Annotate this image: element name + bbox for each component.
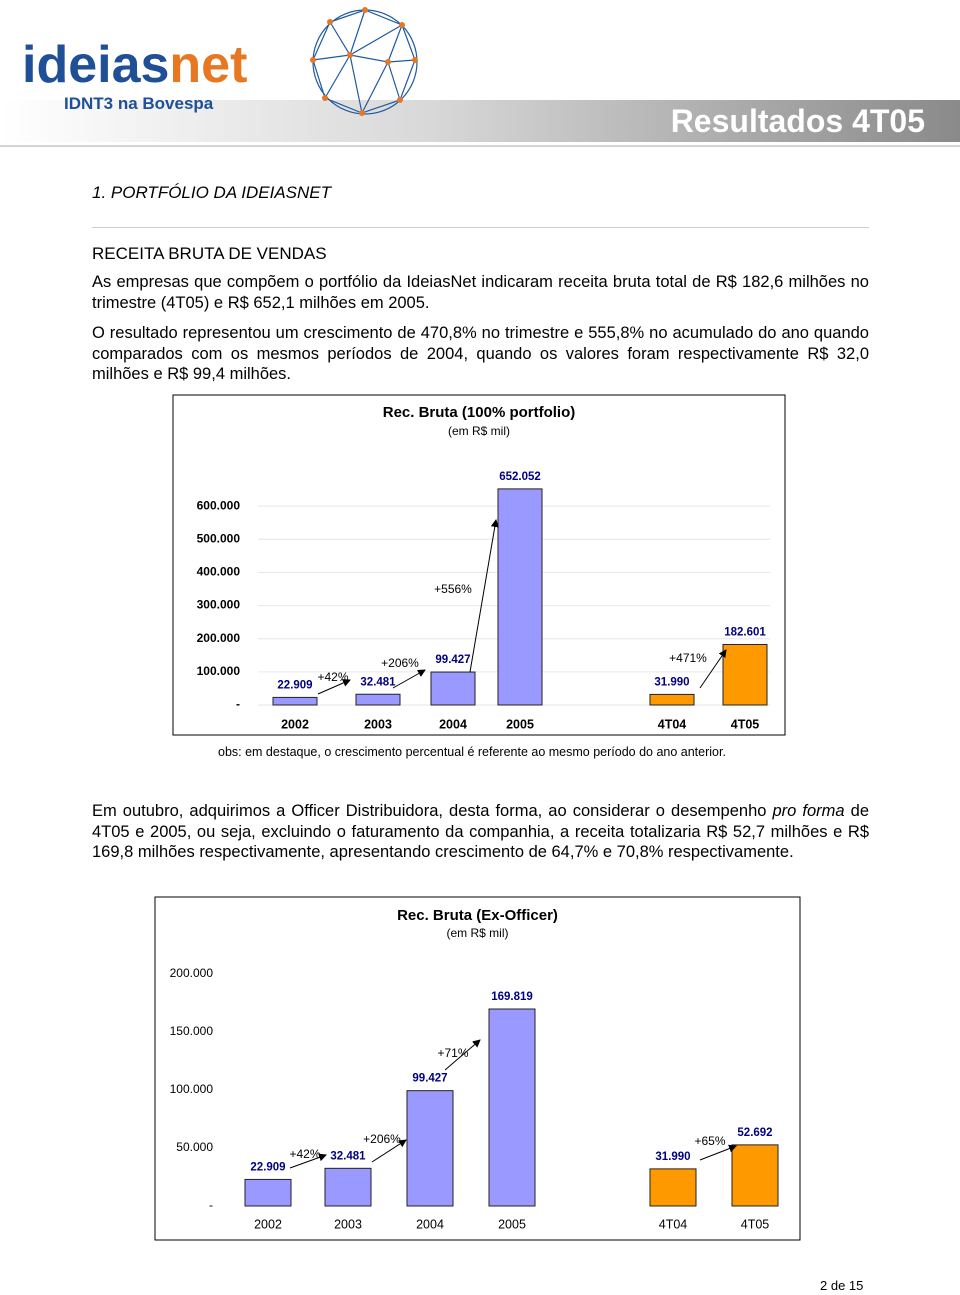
value-label: 32.481 xyxy=(330,1150,366,1162)
y-tick-label: - xyxy=(209,1198,213,1212)
page-number: 2 de 15 xyxy=(820,1278,864,1293)
paragraph: Em outubro, adquirimos a Officer Distrib… xyxy=(92,801,869,863)
logo: ideiasnet xyxy=(22,36,247,94)
value-label: 99.427 xyxy=(412,1073,447,1085)
value-label: 652.052 xyxy=(499,471,541,483)
growth-annotation: +65% xyxy=(694,1134,725,1148)
bar xyxy=(649,1168,697,1207)
growth-arrow xyxy=(371,1139,407,1163)
text: de 4T05 e 2005, ou seja, excluindo o fat… xyxy=(92,802,870,861)
y-tick-label: 200.000 xyxy=(170,966,214,980)
y-tick-label: 600.000 xyxy=(197,498,241,512)
x-tick-label: 4T05 xyxy=(731,717,760,731)
bar xyxy=(731,1144,779,1207)
value-label: 182.601 xyxy=(724,627,766,639)
growth-arrow xyxy=(699,1144,737,1161)
growth-annotation: +206% xyxy=(381,656,419,670)
value-label: 169.819 xyxy=(491,991,533,1003)
x-tick-label: 2004 xyxy=(439,717,467,731)
chart-subtitle: (em R$ mil) xyxy=(447,926,509,940)
y-tick-label: 400.000 xyxy=(197,565,241,579)
growth-arrow xyxy=(392,669,426,689)
chart-title: Rec. Bruta (100% portfolio) xyxy=(383,404,576,421)
x-tick-label: 2004 xyxy=(416,1217,444,1231)
x-tick-label: 4T04 xyxy=(659,1217,688,1231)
x-tick-label: 2002 xyxy=(254,1217,282,1231)
paragraph: O resultado representou um crescimento d… xyxy=(92,324,869,383)
value-label: 22.909 xyxy=(277,679,312,691)
growth-annotation: +206% xyxy=(363,1132,401,1146)
chart-subtitle: (em R$ mil) xyxy=(448,424,510,438)
growth-arrow xyxy=(317,679,351,695)
value-label: 32.481 xyxy=(360,676,396,688)
y-tick-label: 500.000 xyxy=(197,531,241,545)
x-tick-label: 2003 xyxy=(334,1217,362,1231)
paragraph: As empresas que compõem o portfólio da I… xyxy=(92,273,869,312)
value-label: 31.990 xyxy=(654,676,689,688)
x-tick-label: 4T04 xyxy=(658,717,687,731)
chart: Rec. Bruta (Ex-Officer) (em R$ mil) - 50.00… xyxy=(154,896,801,1241)
y-tick-label: 100.000 xyxy=(197,664,241,678)
bar xyxy=(722,643,768,706)
x-tick-label: 2005 xyxy=(506,717,534,731)
growth-annotation: +471% xyxy=(669,651,707,665)
growth-arrow xyxy=(444,1039,481,1071)
bar xyxy=(324,1167,372,1207)
bar xyxy=(430,671,476,706)
y-tick-label: 200.000 xyxy=(197,631,241,645)
growth-arrow xyxy=(699,649,727,689)
section-title: 1. PORTFÓLIO DA IDEIASNET xyxy=(92,183,331,202)
x-tick-label: 2005 xyxy=(498,1217,526,1231)
bar xyxy=(406,1090,454,1207)
value-label: 99.427 xyxy=(435,654,470,666)
banner-bg xyxy=(0,100,960,142)
y-tick-label: 300.000 xyxy=(197,598,241,612)
text: Em outubro, adquirimos a Officer Distrib… xyxy=(92,802,773,820)
y-tick-label: 100.000 xyxy=(170,1082,214,1096)
growth-annotation: +42% xyxy=(289,1147,320,1161)
growth-annotation: +556% xyxy=(434,582,472,596)
note: obs: em destaque, o crescimento percentu… xyxy=(218,745,726,759)
growth-arrow xyxy=(469,519,499,673)
x-tick-label: 2002 xyxy=(281,717,309,731)
y-tick-label: 150.000 xyxy=(170,1024,214,1038)
bar xyxy=(355,693,401,706)
section-rule xyxy=(92,227,869,228)
bar xyxy=(497,488,543,706)
chart-title: Rec. Bruta (Ex-Officer) xyxy=(397,907,558,924)
y-tick-label: - xyxy=(236,697,240,711)
subsection-title: RECEITA BRUTA DE VENDAS xyxy=(92,244,327,263)
chart: Rec. Bruta (100% portfolio) (em R$ mil) - 1… xyxy=(172,394,786,736)
text: pro forma xyxy=(772,802,845,820)
globe-nodes xyxy=(310,7,418,116)
bar xyxy=(272,696,318,706)
value-label: 22.909 xyxy=(250,1161,285,1173)
bar xyxy=(244,1178,292,1207)
chart-frame xyxy=(172,394,786,736)
banner-title: Resultados 4T05 xyxy=(671,103,925,139)
bar xyxy=(649,693,695,706)
y-tick-label: 50.000 xyxy=(176,1140,213,1154)
header: ideiasnet IDNT3 na Bovespa Resultados 4T… xyxy=(0,7,960,147)
growth-arrow xyxy=(289,1153,327,1169)
x-tick-label: 4T05 xyxy=(741,1217,770,1231)
bar xyxy=(488,1008,536,1207)
tagline: IDNT3 na Bovespa xyxy=(64,94,214,113)
value-label: 52.692 xyxy=(737,1127,772,1139)
value-label: 31.990 xyxy=(655,1151,690,1163)
growth-annotation: +42% xyxy=(317,670,348,684)
x-tick-label: 2003 xyxy=(364,717,392,731)
